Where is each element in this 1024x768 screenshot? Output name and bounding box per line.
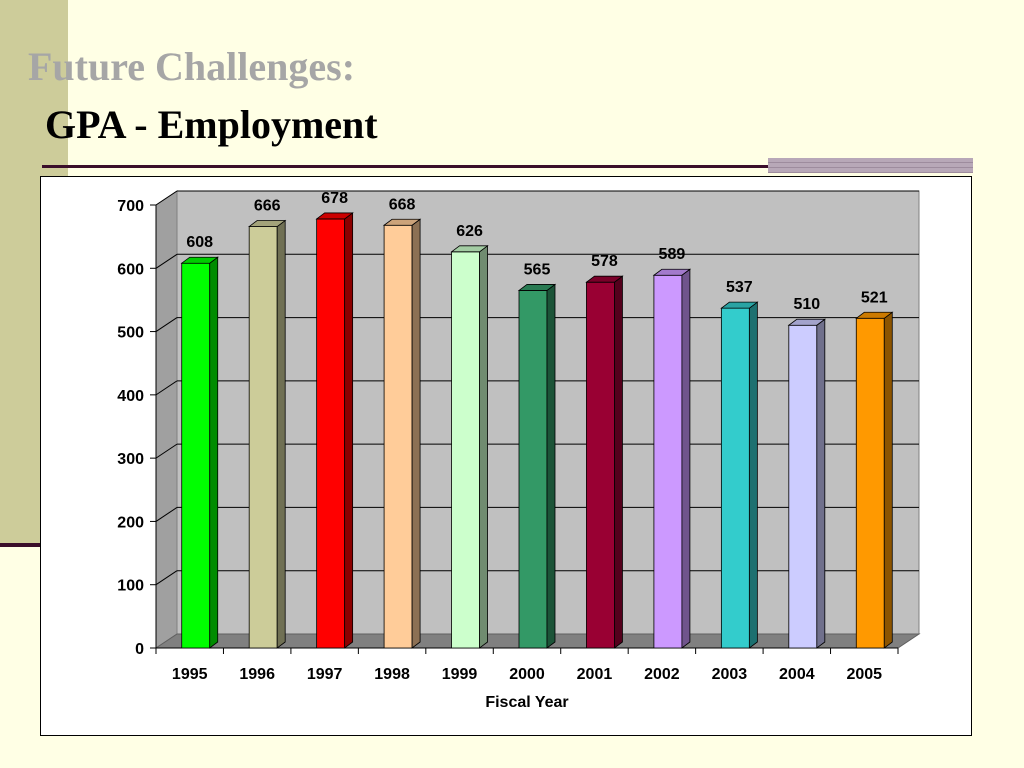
bar-top-1999: [450, 245, 489, 253]
x-axis-title: Fiscal Year: [485, 694, 568, 711]
bar-side-1996: [276, 219, 286, 649]
bar-top-2001: [585, 275, 624, 283]
title-divider: [42, 165, 972, 168]
data-label: 521: [861, 289, 888, 306]
data-label: 626: [456, 223, 483, 240]
y-tick-label: 100: [117, 578, 144, 595]
bar-top-2004: [787, 318, 827, 326]
x-tick-label: 1997: [307, 666, 343, 683]
data-label: 668: [389, 196, 416, 213]
data-label: 678: [321, 190, 348, 207]
y-tick-label: 0: [135, 641, 144, 658]
bar-2003: [720, 307, 750, 649]
slide-title: Future Challenges:: [28, 44, 356, 89]
gridline-side: [155, 443, 178, 459]
data-label: 537: [726, 279, 753, 296]
gridline-side: [155, 380, 178, 396]
bar-2002: [653, 274, 683, 649]
x-tick-label: 2004: [779, 666, 815, 683]
chart-side-wall: [155, 190, 178, 649]
x-tick-label: 1998: [374, 666, 410, 683]
x-tick-label: 2000: [509, 666, 545, 683]
bar-side-2004: [816, 318, 826, 649]
data-label: 608: [186, 234, 213, 251]
x-tick-label: 1999: [442, 666, 478, 683]
bar-1997: [316, 218, 346, 649]
bar-side-2000: [546, 283, 556, 649]
x-tick-label: 1995: [172, 666, 208, 683]
bar-side-2002: [681, 268, 691, 649]
bar-top-2000: [517, 284, 557, 291]
bar-2001: [586, 281, 615, 649]
gridline-side: [155, 253, 178, 269]
bar-side-2003: [748, 301, 758, 649]
y-tick-label: 200: [117, 514, 144, 531]
slide-subtitle: GPA - Employment: [45, 102, 378, 147]
x-tick-label: 2005: [846, 666, 882, 683]
bar-1996: [248, 226, 278, 649]
bar-top-2005: [855, 311, 894, 319]
bar-side-2005: [883, 311, 893, 649]
bar-top-1996: [247, 220, 287, 227]
gridline-side: [155, 570, 178, 586]
bar-top-1997: [315, 212, 354, 220]
y-tick-label: 700: [117, 198, 144, 215]
bar-chart: 0 100 200 300 400 500 600 700 608 1995 666 1996 678 1…: [117, 190, 921, 711]
bar-top-1995: [180, 256, 219, 264]
y-tick-label: 400: [117, 388, 144, 405]
bar-1995: [181, 262, 211, 649]
gridline-side: [155, 317, 178, 332]
bar-side-1995: [209, 256, 219, 649]
gridline-side: [155, 507, 178, 522]
bar-top-1998: [382, 218, 422, 226]
bar-1998: [383, 224, 413, 649]
bar-top-2002: [652, 268, 692, 276]
data-label: 589: [659, 246, 686, 263]
bar-side-1997: [344, 212, 354, 649]
bar-side-2001: [614, 275, 623, 649]
data-label: 666: [254, 198, 281, 215]
data-label: 578: [591, 253, 618, 270]
x-tick-label: 2003: [712, 666, 748, 683]
y-tick-label: 300: [117, 451, 144, 468]
x-tick-label: 2001: [577, 666, 613, 683]
bar-top-2003: [720, 301, 759, 309]
data-label: 565: [524, 261, 551, 278]
side-decor-rule: [0, 543, 40, 547]
bar-2000: [518, 290, 548, 649]
bar-2004: [788, 324, 818, 649]
y-tick-label: 600: [117, 261, 144, 278]
chart-frame: 0 100 200 300 400 500 600 700 608 1995 666 1996 678 1…: [40, 176, 972, 736]
bar-side-1998: [411, 218, 421, 649]
x-tick-label: 1996: [239, 666, 275, 683]
data-label: 510: [793, 296, 820, 313]
corner-decor-block: [768, 158, 973, 173]
y-tick-label: 500: [117, 325, 144, 342]
bar-1999: [451, 251, 480, 649]
bar-2005: [855, 317, 885, 649]
x-tick-label: 2002: [644, 666, 680, 683]
bar-side-1999: [479, 245, 488, 649]
gridline-side: [155, 190, 178, 206]
